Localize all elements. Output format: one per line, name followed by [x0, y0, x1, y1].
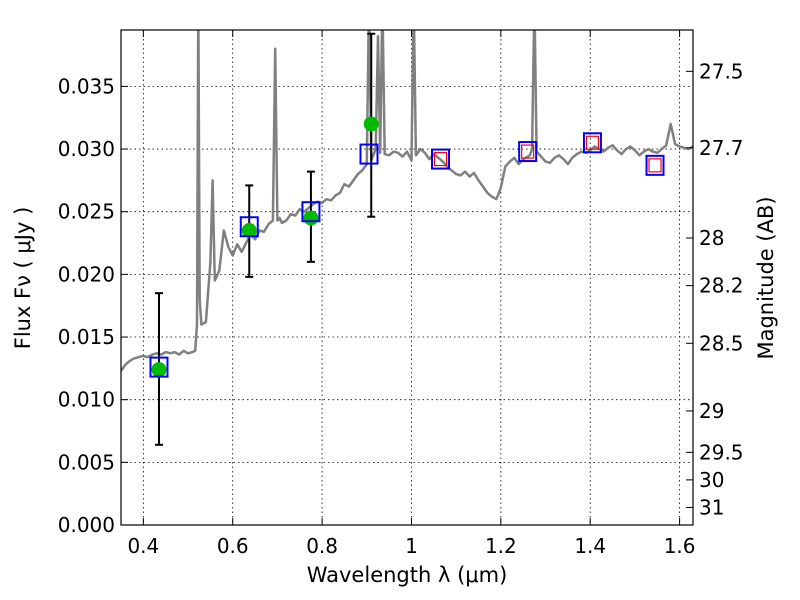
- x-tick-label: 0.4: [127, 534, 159, 558]
- y-tick-label: 0.030: [58, 137, 115, 161]
- model-band-point: [239, 216, 259, 238]
- x-tick-label: 0.8: [306, 534, 338, 558]
- model-band-inner-marker: [648, 158, 662, 173]
- model-band-points: [149, 132, 665, 378]
- model-band-point: [301, 201, 321, 223]
- y2-ticks: 27.5 27.7 28 28.2 28.5 29 29.5 30 31: [686, 59, 744, 519]
- x-tick-label: 1.4: [574, 534, 606, 558]
- y-tick-label: 0.005: [58, 450, 115, 474]
- y2-tick-label: 28: [699, 226, 724, 250]
- observed-point: [241, 223, 257, 239]
- model-band-point: [582, 132, 602, 154]
- plot-background: [121, 30, 693, 525]
- model-band-inner-marker: [585, 135, 600, 150]
- y2-tick-label: 29.5: [699, 440, 744, 464]
- y2-tick-label: 28.5: [699, 331, 744, 355]
- model-spectrum-line: [121, 30, 693, 372]
- observed-point: [151, 362, 167, 378]
- y-axis-label: Flux Fν ( μJy ): [11, 207, 35, 350]
- y2-axis-label: Magnitude (AB): [754, 196, 778, 359]
- x-tick-label: 1.6: [664, 534, 696, 558]
- model-band-point: [359, 143, 379, 165]
- y2-tick-label: 31: [699, 495, 724, 519]
- y-tick-label: 0.000: [58, 513, 115, 537]
- model-band-point: [518, 141, 538, 163]
- y2-tick-label: 27.5: [699, 59, 744, 83]
- y-tick-label: 0.020: [58, 262, 115, 286]
- y2-tick-label: 30: [699, 468, 724, 492]
- observed-point: [363, 116, 379, 132]
- model-band-inner-marker: [433, 151, 448, 167]
- y-ticks: 0.000 0.005 0.010 0.015 0.020 0.025 0.030 0.035: [58, 74, 128, 537]
- plot-frame: [120, 29, 694, 526]
- y-tick-label: 0.025: [58, 200, 115, 224]
- model-band-point: [149, 356, 169, 378]
- x-tick-label: 1.2: [485, 534, 517, 558]
- model-band-point: [431, 148, 451, 170]
- x-axis-label: Wavelength λ (μm): [307, 563, 508, 587]
- model-band-point: [645, 154, 665, 176]
- observed-point: [303, 210, 319, 226]
- x-tick-label: 1: [405, 534, 418, 558]
- y-tick-label: 0.035: [58, 74, 115, 98]
- x-tick-label: 0.6: [217, 534, 249, 558]
- y2-tick-label: 28.2: [699, 274, 744, 298]
- model-band-inner-marker: [521, 144, 535, 159]
- x-ticks: 0.4 0.6 0.8 1 1.2 1.4 1.6: [127, 30, 696, 558]
- y-tick-label: 0.010: [58, 388, 115, 412]
- y-tick-label: 0.015: [58, 325, 115, 349]
- y2-tick-label: 27.7: [699, 136, 744, 160]
- y2-tick-label: 29: [699, 399, 724, 423]
